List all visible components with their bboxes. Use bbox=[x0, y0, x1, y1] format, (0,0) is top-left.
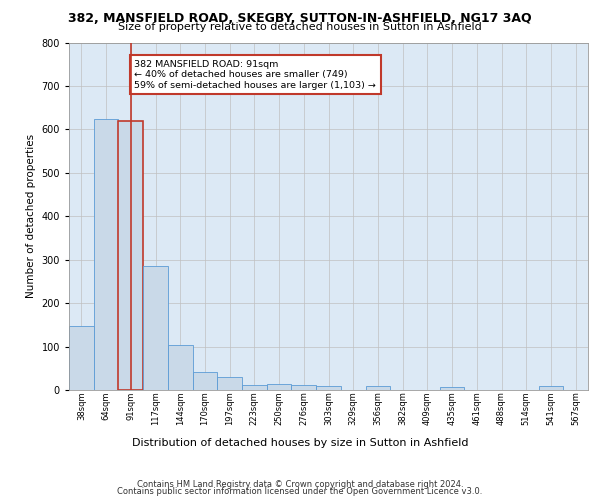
Bar bbox=[267, 384, 292, 390]
Text: Distribution of detached houses by size in Sutton in Ashfield: Distribution of detached houses by size … bbox=[132, 438, 468, 448]
Text: Contains public sector information licensed under the Open Government Licence v3: Contains public sector information licen… bbox=[118, 487, 482, 496]
Bar bbox=[539, 386, 563, 390]
Bar bbox=[94, 118, 118, 390]
Text: 382 MANSFIELD ROAD: 91sqm
← 40% of detached houses are smaller (749)
59% of semi: 382 MANSFIELD ROAD: 91sqm ← 40% of detac… bbox=[134, 60, 376, 90]
Bar bbox=[168, 346, 193, 390]
Text: Size of property relative to detached houses in Sutton in Ashfield: Size of property relative to detached ho… bbox=[118, 22, 482, 32]
Y-axis label: Number of detached properties: Number of detached properties bbox=[26, 134, 36, 298]
Bar bbox=[69, 326, 94, 390]
Bar bbox=[316, 386, 341, 390]
Bar bbox=[143, 266, 168, 390]
Text: Contains HM Land Registry data © Crown copyright and database right 2024.: Contains HM Land Registry data © Crown c… bbox=[137, 480, 463, 489]
Bar bbox=[292, 385, 316, 390]
Bar bbox=[365, 386, 390, 390]
Bar bbox=[193, 372, 217, 390]
Bar bbox=[118, 120, 143, 390]
Bar bbox=[242, 385, 267, 390]
Bar bbox=[217, 378, 242, 390]
Bar bbox=[440, 386, 464, 390]
Text: 382, MANSFIELD ROAD, SKEGBY, SUTTON-IN-ASHFIELD, NG17 3AQ: 382, MANSFIELD ROAD, SKEGBY, SUTTON-IN-A… bbox=[68, 12, 532, 24]
